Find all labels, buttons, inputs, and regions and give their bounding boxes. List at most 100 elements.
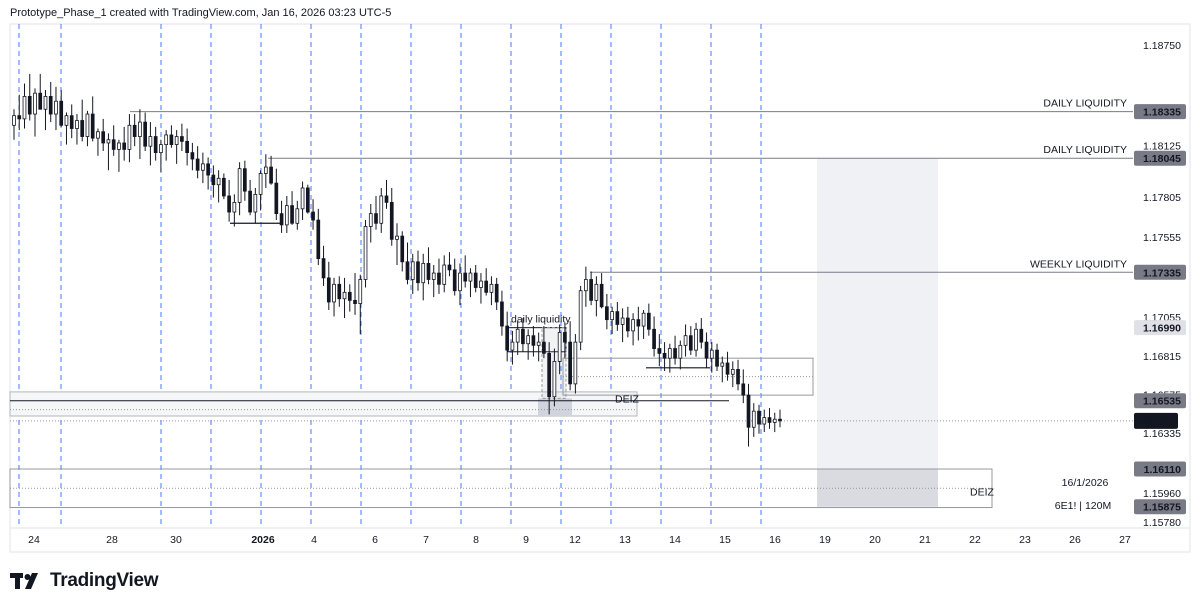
candle-body-down (688, 335, 693, 351)
candle (767, 407, 772, 429)
candle (437, 258, 441, 294)
candle (536, 332, 541, 362)
candle (258, 170, 263, 211)
candle-body-up (431, 272, 436, 280)
candle (138, 109, 142, 160)
candle-body-up (174, 136, 179, 145)
candle (201, 152, 205, 184)
candle-body-up (620, 317, 625, 325)
candle-body-up (536, 341, 541, 346)
candle (48, 81, 53, 123)
price-badge-label: 1.15875 (1143, 502, 1181, 514)
candle-body-up (12, 115, 16, 126)
candle (678, 340, 683, 370)
annotation-label: DAILY LIQUIDITY (1043, 144, 1127, 156)
candle (248, 179, 252, 216)
candle-body-down (90, 113, 95, 139)
candle-body-up (368, 213, 373, 227)
candle-body-up (237, 168, 242, 203)
candle-body-down (190, 152, 195, 160)
candle (389, 187, 394, 246)
time-tick-label: 24 (28, 534, 40, 546)
candle-body-up (75, 120, 79, 129)
candle (180, 123, 184, 151)
candle (400, 231, 405, 272)
candle (463, 255, 468, 288)
candle-body-down (227, 195, 231, 213)
candle (641, 310, 646, 339)
candle-body-up (164, 134, 168, 145)
candle-body-down (153, 136, 158, 154)
candle-body-down (704, 341, 709, 359)
candle (479, 273, 483, 304)
candle (237, 162, 242, 216)
brand-name: TradingView (50, 570, 159, 591)
candle (515, 321, 520, 355)
candle (500, 290, 504, 336)
price-badge-label: 1.18335 (1143, 107, 1181, 119)
candle-body-up (127, 124, 132, 150)
candle-body-down (222, 177, 226, 197)
candle (185, 128, 189, 166)
candle (452, 258, 457, 296)
candle (379, 187, 384, 233)
candle (33, 88, 37, 137)
candle-body-up (479, 280, 483, 288)
candle-body-down (646, 312, 651, 330)
supply-zone-box (562, 357, 814, 396)
candle-body-up (683, 335, 688, 346)
candle (526, 329, 531, 360)
candle-body-up (667, 348, 672, 359)
chart-symbol-label: 6E1! | 120M (1055, 500, 1111, 512)
annotation-label: WEEKLY LIQUIDITY (1030, 258, 1127, 270)
deiz-zone-upper (9, 391, 638, 417)
candle-body-down (337, 283, 342, 300)
price-tick-label: 1.15960 (1143, 488, 1181, 500)
candle (279, 200, 284, 233)
candle-body-down (547, 352, 551, 398)
candle-body-down (185, 140, 189, 154)
candle-body-down (384, 195, 389, 203)
candle-body-down (279, 213, 284, 226)
time-tick-label: 27 (1119, 534, 1131, 546)
candle-body-down (484, 280, 489, 293)
price-badge: 1.15875 (1134, 499, 1186, 515)
candle (599, 273, 604, 309)
price-tick-label: 1.17555 (1143, 232, 1181, 244)
candle-body-down (505, 325, 510, 351)
time-tick-label: 12 (569, 534, 581, 546)
candle (762, 409, 767, 433)
price-tick-label: 1.17805 (1143, 192, 1181, 204)
candle-body-down (269, 166, 273, 184)
candle-body-up (263, 166, 268, 174)
candle-body-down (69, 115, 74, 129)
candle (421, 253, 426, 301)
candle-body-up (694, 328, 698, 351)
candle (725, 351, 730, 381)
candle-body-up (295, 208, 300, 224)
candle-body-down (353, 299, 357, 304)
candle (547, 342, 551, 415)
candle-body-down (122, 142, 127, 150)
candle (111, 125, 116, 156)
candle-body-down (326, 277, 331, 303)
candle (673, 335, 677, 365)
candle (395, 223, 399, 266)
candle-body-down (521, 328, 525, 345)
candle-body-down (389, 201, 394, 240)
candle (410, 253, 415, 294)
candle (164, 130, 168, 161)
candle-body-down (599, 283, 604, 308)
candle-body-up (85, 113, 90, 137)
candle-body-down (206, 163, 210, 176)
candle-body-up (379, 195, 384, 224)
price-badge-bg (1134, 461, 1186, 477)
candle (80, 99, 85, 142)
liquidity-lines (10, 111, 1133, 422)
candle-body-down (290, 205, 294, 224)
candle-body-down (615, 311, 620, 325)
candle (174, 130, 179, 164)
candle (300, 181, 305, 221)
candle-body-up (117, 142, 121, 150)
